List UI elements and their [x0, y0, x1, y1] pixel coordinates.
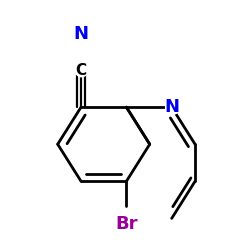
Point	[79, 32, 83, 36]
Text: C: C	[76, 62, 86, 78]
Text: N: N	[74, 25, 88, 43]
Text: Br: Br	[115, 215, 138, 233]
Point	[170, 105, 174, 109]
Text: N: N	[164, 98, 179, 116]
Point	[79, 68, 83, 72]
